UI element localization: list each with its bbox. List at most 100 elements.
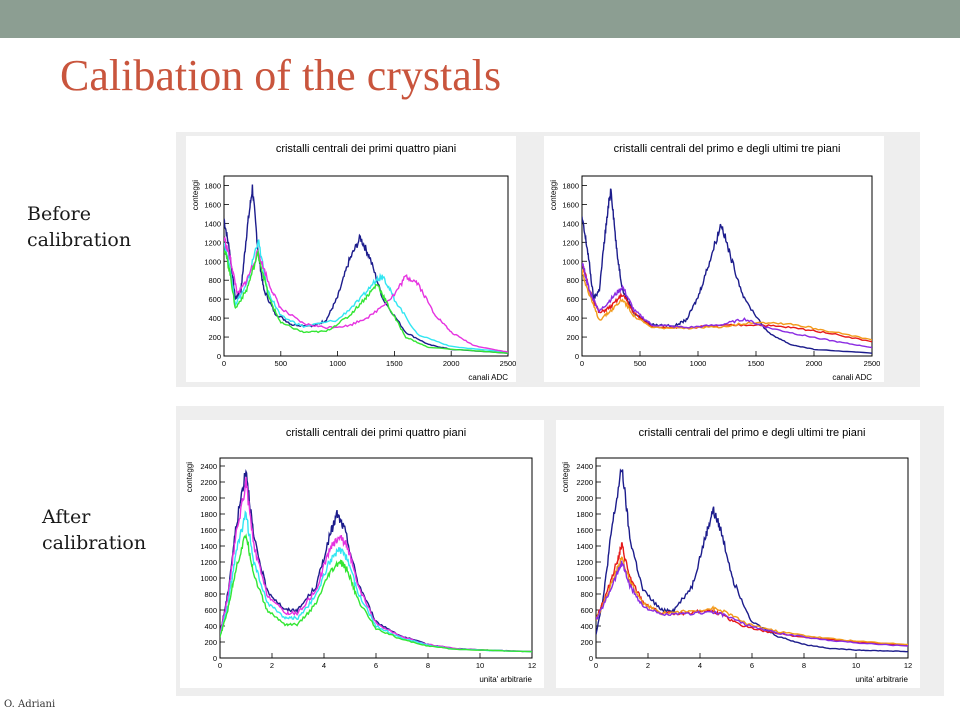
y-tick-label: 1600 [576, 526, 593, 535]
y-tick-label: 2200 [576, 478, 593, 487]
y-tick-label: 1400 [204, 219, 221, 228]
chart-after-first-and-last-three-planes: cristalli centrali del primo e degli ult… [556, 420, 920, 688]
y-tick-label: 200 [204, 638, 217, 647]
y-tick-label: 2200 [200, 478, 217, 487]
x-tick-label: 8 [802, 661, 806, 670]
y-tick-label: 800 [204, 590, 217, 599]
x-tick-label: 2500 [500, 359, 516, 368]
chart-canvas [556, 420, 920, 688]
x-tick-label: 4 [322, 661, 326, 670]
y-tick-label: 2000 [200, 494, 217, 503]
y-tick-label: 1800 [562, 181, 579, 190]
y-tick-label: 0 [217, 352, 221, 361]
y-tick-label: 0 [575, 352, 579, 361]
x-tick-label: 4 [698, 661, 702, 670]
chart-after-first-four-planes: cristalli centrali dei primi quattro pia… [180, 420, 544, 688]
y-tick-label: 1800 [204, 181, 221, 190]
y-axis-label: conteggi [549, 180, 558, 210]
x-tick-label: 2 [270, 661, 274, 670]
x-tick-label: 12 [904, 661, 912, 670]
chart-before-first-and-last-three-planes: cristalli centrali del primo e degli ult… [544, 136, 884, 382]
x-tick-label: 0 [218, 661, 222, 670]
y-tick-label: 1000 [562, 257, 579, 266]
y-tick-label: 1600 [200, 526, 217, 535]
y-tick-label: 1200 [576, 558, 593, 567]
chart-title: cristalli centrali del primo e degli ult… [614, 143, 841, 155]
y-tick-label: 1200 [562, 238, 579, 247]
chart-title: cristalli centrali dei primi quattro pia… [286, 427, 466, 439]
slide-title: Calibation of the crystals [60, 51, 502, 100]
x-tick-label: 1500 [748, 359, 765, 368]
series-line-cyan [224, 239, 508, 353]
y-tick-label: 1400 [200, 542, 217, 551]
y-tick-label: 600 [204, 606, 217, 615]
y-tick-label: 600 [566, 295, 579, 304]
after-label: After calibration [42, 504, 146, 556]
y-tick-label: 2000 [576, 494, 593, 503]
after-label-line1: After [42, 506, 91, 528]
y-tick-label: 200 [580, 638, 593, 647]
y-tick-label: 400 [204, 622, 217, 631]
footer-author: O. Adriani [4, 699, 56, 710]
x-tick-label: 8 [426, 661, 430, 670]
x-tick-label: 2500 [864, 359, 881, 368]
y-tick-label: 800 [208, 276, 221, 285]
y-tick-label: 2400 [576, 462, 593, 471]
y-tick-label: 800 [566, 276, 579, 285]
x-tick-label: 500 [634, 359, 647, 368]
y-tick-label: 1000 [204, 257, 221, 266]
x-tick-label: 0 [594, 661, 598, 670]
series-line-navy [596, 468, 908, 653]
x-tick-label: 1000 [329, 359, 346, 368]
x-axis-label: canali ADC [468, 373, 508, 382]
x-tick-label: 1000 [690, 359, 707, 368]
series-line-magenta [224, 236, 508, 353]
series-line-purple [582, 262, 872, 349]
x-tick-label: 500 [275, 359, 288, 368]
x-axis-label: unita' arbitrarie [855, 675, 908, 684]
before-label-line2: calibration [27, 229, 132, 251]
y-tick-label: 1200 [204, 238, 221, 247]
y-tick-label: 600 [208, 295, 221, 304]
y-tick-label: 200 [566, 333, 579, 342]
y-axis-label: conteggi [561, 462, 570, 492]
y-tick-label: 200 [208, 333, 221, 342]
y-tick-label: 0 [213, 654, 217, 663]
y-tick-label: 600 [580, 606, 593, 615]
header-bar [0, 0, 960, 38]
y-axis-label: conteggi [191, 180, 200, 210]
x-tick-label: 10 [476, 661, 484, 670]
x-tick-label: 0 [222, 359, 226, 368]
series-line-purple [596, 560, 908, 647]
y-tick-label: 1600 [562, 200, 579, 209]
x-axis-label: canali ADC [832, 373, 872, 382]
y-tick-label: 800 [580, 590, 593, 599]
y-tick-label: 1400 [576, 542, 593, 551]
y-tick-label: 1000 [576, 574, 593, 583]
x-tick-label: 0 [580, 359, 584, 368]
y-tick-label: 400 [580, 622, 593, 631]
x-tick-label: 2000 [443, 359, 460, 368]
y-tick-label: 1200 [200, 558, 217, 567]
chart-title: cristalli centrali dei primi quattro pia… [276, 143, 456, 155]
series-line-green [224, 248, 508, 354]
x-tick-label: 6 [374, 661, 378, 670]
y-tick-label: 1600 [204, 200, 221, 209]
y-tick-label: 400 [566, 314, 579, 323]
y-tick-label: 1400 [562, 219, 579, 228]
plot-frame [223, 175, 509, 357]
x-tick-label: 2 [646, 661, 650, 670]
chart-before-first-four-planes: cristalli centrali dei primi quattro pia… [186, 136, 516, 382]
before-label-line1: Before [27, 203, 92, 225]
y-axis-label: conteggi [185, 462, 194, 492]
x-tick-label: 12 [528, 661, 536, 670]
y-tick-label: 1800 [576, 510, 593, 519]
x-tick-label: 6 [750, 661, 754, 670]
series-line-green [220, 533, 532, 653]
chart-canvas [186, 136, 516, 382]
y-tick-label: 2400 [200, 462, 217, 471]
x-tick-label: 10 [852, 661, 860, 670]
x-axis-label: unita' arbitrarie [479, 675, 532, 684]
after-label-line2: calibration [42, 532, 147, 554]
chart-canvas [544, 136, 884, 382]
